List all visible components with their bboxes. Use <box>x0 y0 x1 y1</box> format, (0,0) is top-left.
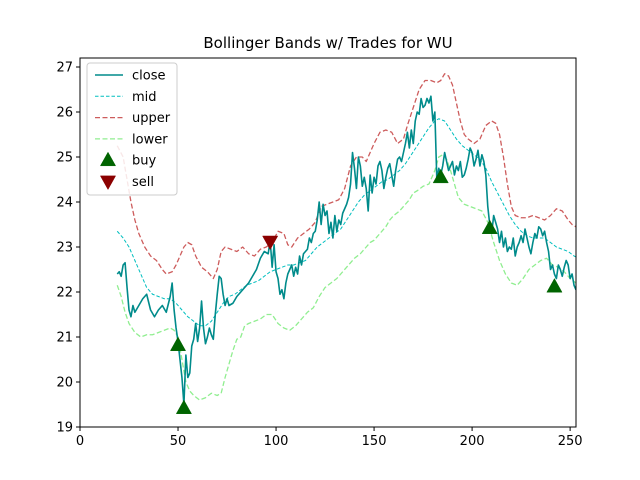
x-tick-label: 150 <box>362 434 387 449</box>
legend-swatch-buy <box>99 151 117 167</box>
legend-label-upper: upper <box>132 111 171 126</box>
y-tick-label: 21 <box>56 331 73 346</box>
legend-label-buy: buy <box>132 154 156 169</box>
y-tick-label: 24 <box>56 196 73 211</box>
series-line-close <box>116 95 576 406</box>
y-tick-label: 26 <box>56 106 73 121</box>
y-tick-label: 23 <box>56 241 73 256</box>
y-tick-label: 22 <box>56 286 73 301</box>
chart-title: Bollinger Bands w/ Trades for WU <box>203 34 452 52</box>
legend-label-mid: mid <box>132 90 157 105</box>
legend-swatch-sell <box>99 175 117 191</box>
plot-area <box>116 73 576 414</box>
legend-label-lower: lower <box>132 132 168 147</box>
legend-label-close: close <box>132 69 165 84</box>
y-tick-label: 25 <box>56 151 73 166</box>
x-tick-label: 50 <box>170 434 187 449</box>
series-line-mid <box>116 118 576 327</box>
legend-label-sell: sell <box>132 175 154 190</box>
buy-marker <box>546 278 563 293</box>
buy-marker <box>169 336 187 351</box>
y-tick-label: 19 <box>56 421 73 436</box>
x-tick-label: 200 <box>460 434 485 449</box>
y-tick-label: 27 <box>56 61 73 76</box>
axes: 0 50 100 150 200 250 19 20 21 22 23 24 25 26 27 <box>56 57 583 449</box>
x-tick-label: 250 <box>558 434 583 449</box>
y-tick-label: 20 <box>56 376 73 391</box>
buy-marker <box>432 168 449 184</box>
buy-marker <box>481 219 498 234</box>
series-line-upper <box>116 73 576 280</box>
buy-marker <box>175 399 192 414</box>
x-tick-label: 100 <box>264 434 289 449</box>
plot-frame <box>79 57 577 428</box>
sell-marker <box>262 235 279 251</box>
x-tick-label: 0 <box>76 434 84 449</box>
legend: close mid upper lower buy sell <box>86 62 178 196</box>
